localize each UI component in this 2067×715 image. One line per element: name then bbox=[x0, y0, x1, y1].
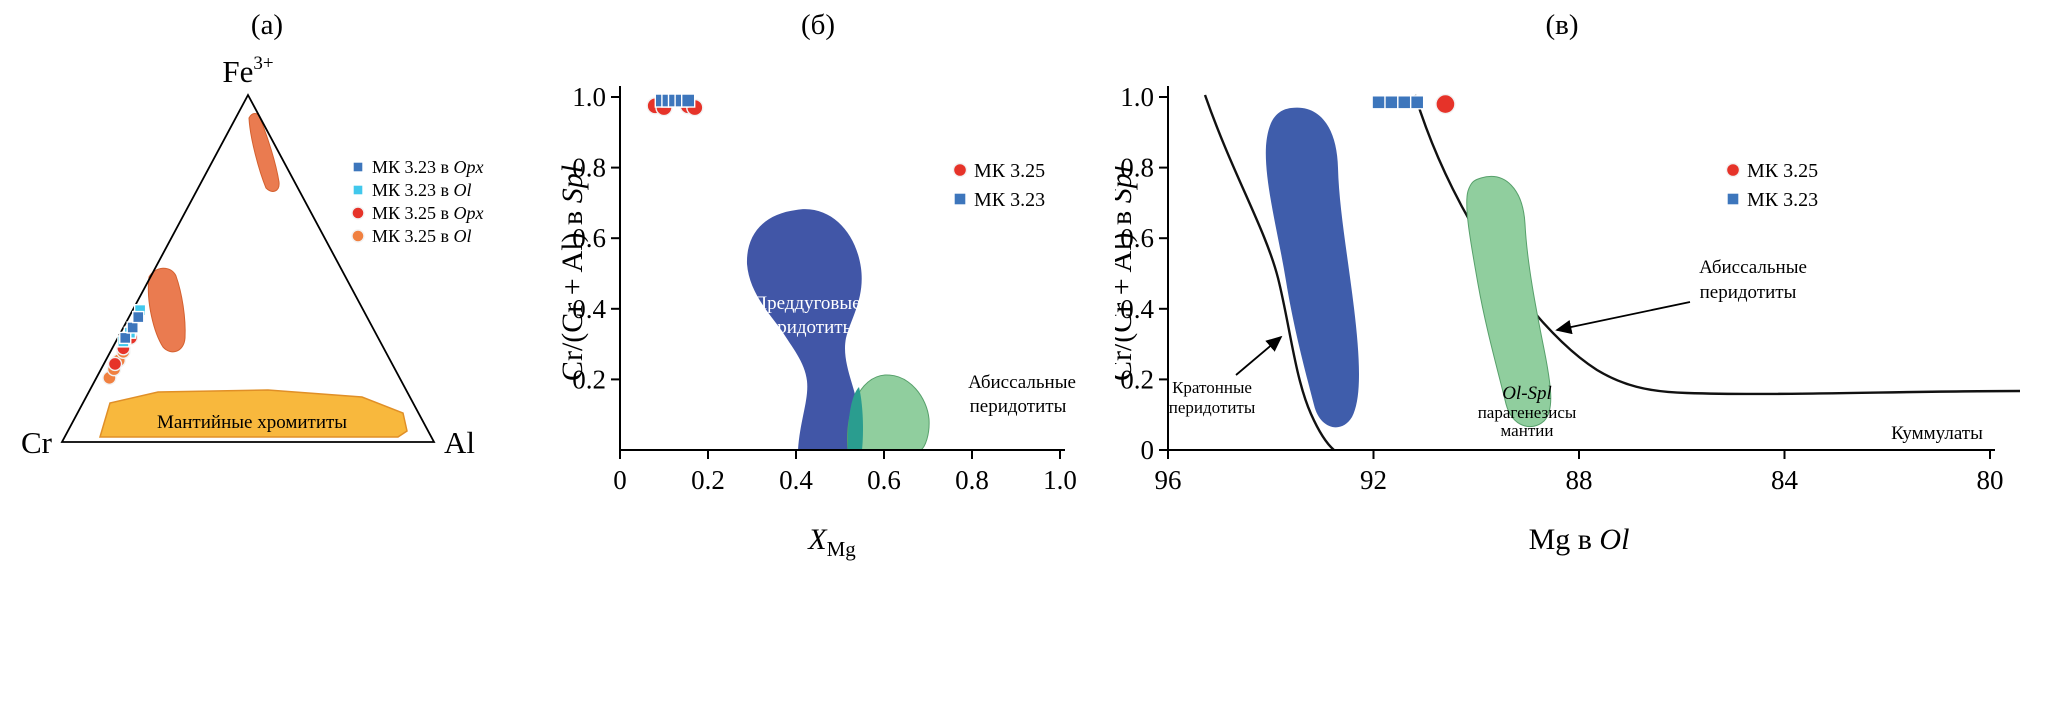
data-points-group-b bbox=[646, 93, 704, 117]
legend-marker bbox=[1726, 192, 1740, 206]
legend-label: МК 3.23 bbox=[974, 189, 1045, 211]
y-tick-label: 0 bbox=[1141, 435, 1155, 465]
x-tick-label: 0.4 bbox=[779, 465, 813, 495]
panel-b-title: (б) bbox=[801, 9, 835, 41]
field-cratonic-peridotites bbox=[1265, 107, 1359, 428]
legend-label: МК 3.25 bbox=[974, 160, 1045, 182]
data-point bbox=[126, 321, 139, 334]
field-mid-edge bbox=[147, 267, 186, 353]
vertex-al-label: Al bbox=[444, 425, 475, 460]
y-tick-label: 0.4 bbox=[1120, 294, 1154, 324]
y-tick-label: 1.0 bbox=[1120, 82, 1154, 112]
panel-a-title: (а) bbox=[251, 9, 283, 41]
y-axis-label-b: Cr/(Cr + Al) в Spl bbox=[560, 165, 589, 381]
data-points-group-v bbox=[1371, 93, 1456, 115]
x-tick-label: 1.0 bbox=[1043, 465, 1077, 495]
osma-right-curve bbox=[1413, 94, 2021, 396]
x-tick-label: 80 bbox=[1977, 465, 2004, 495]
data-point bbox=[1397, 95, 1412, 110]
data-point bbox=[107, 356, 123, 372]
legend-label: МК 3.25 в Opx bbox=[372, 203, 484, 223]
vertex-fe3-label: Fe3+ bbox=[222, 53, 273, 89]
y-tick-label: 0.6 bbox=[1120, 223, 1154, 253]
abyssal-label-line2: перидотиты bbox=[1700, 282, 1797, 303]
legend-a: МК 3.23 в Opx МК 3.23 в Ol МК 3.25 в Opx МК… bbox=[351, 157, 484, 246]
legend-v: МК 3.25 МК 3.23 bbox=[1725, 160, 1818, 211]
x-tick-label: 0.6 bbox=[867, 465, 901, 495]
legend-label: МК 3.25 bbox=[1747, 160, 1818, 182]
x-tick-label: 0.8 bbox=[955, 465, 989, 495]
olspl-label-line1: Ol-Spl bbox=[1502, 383, 1552, 404]
legend-marker bbox=[351, 206, 365, 220]
cumulates-label: Куммулаты bbox=[1891, 423, 1983, 444]
y-tick-label: 0.4 bbox=[572, 294, 606, 324]
x-tick-label: 0 bbox=[613, 465, 627, 495]
legend-marker bbox=[1725, 162, 1741, 178]
vertex-cr-label: Cr bbox=[21, 425, 53, 460]
cratonic-label-line2: перидотиты bbox=[1169, 398, 1256, 417]
x-tick-label: 88 bbox=[1566, 465, 1593, 495]
triangle-outline bbox=[60, 93, 436, 443]
panel-a-ternary: (а) Мантийные хромититы Fe3+ Cr Al МК 3.… bbox=[21, 9, 484, 460]
y-axis-label-v: Cr/(Cr + Al) в Spl bbox=[1115, 165, 1138, 381]
data-point bbox=[119, 331, 132, 345]
data-point bbox=[1371, 95, 1386, 110]
forearc-label-line2: перидотиты bbox=[759, 317, 856, 338]
legend-marker bbox=[953, 192, 967, 206]
y-tick-label: 0.2 bbox=[572, 364, 606, 394]
legend-label: МК 3.23 в Opx bbox=[372, 157, 484, 177]
axes-b: 0 0.2 0.4 0.6 0.8 1.0 0.2 0.4 0.6 0.8 1.0 bbox=[572, 82, 1077, 495]
cratonic-arrow bbox=[1235, 335, 1283, 376]
field-forearc-peridotites bbox=[746, 209, 862, 450]
field-mantle-chromitites bbox=[98, 389, 408, 438]
legend-marker bbox=[952, 162, 968, 178]
x-tick-label: 96 bbox=[1155, 465, 1182, 495]
abyssal-label-line1: Абиссальные bbox=[1699, 257, 1807, 278]
field-olspl-mantle bbox=[1466, 176, 1552, 428]
y-tick-label: 0.2 bbox=[1120, 364, 1154, 394]
legend-label: МК 3.23 в Ol bbox=[372, 180, 472, 200]
panel-v-plot: (в) 96 92 88 84 80 0 0.2 0.4 0.6 0.8 1.0 Кратонные… bbox=[1115, 9, 2021, 556]
osma-left-curve bbox=[1203, 94, 1335, 451]
legend-label: МК 3.25 в Ol bbox=[372, 226, 472, 246]
y-tick-label: 0.8 bbox=[572, 153, 606, 183]
olspl-label-line3: мантии bbox=[1501, 421, 1554, 440]
field-mantle-chromitites-label: Мантийные хромититы bbox=[157, 412, 347, 433]
data-point bbox=[132, 310, 145, 324]
y-tick-label: 0.8 bbox=[1120, 153, 1154, 183]
axes-v: 96 92 88 84 80 0 0.2 0.4 0.6 0.8 1.0 bbox=[1120, 82, 2003, 495]
olspl-label-line2: парагенезисы bbox=[1478, 403, 1577, 422]
abyssal-arrow bbox=[1555, 301, 1691, 335]
legend-label: МК 3.23 bbox=[1747, 189, 1818, 211]
forearc-label-line1: Преддуговые bbox=[753, 293, 860, 314]
y-tick-label: 1.0 bbox=[572, 82, 606, 112]
data-points-group-a bbox=[102, 303, 147, 386]
cratonic-label-line1: Кратонные bbox=[1172, 378, 1252, 397]
legend-b: МК 3.25 МК 3.23 bbox=[952, 160, 1045, 211]
y-tick-label: 0.6 bbox=[572, 223, 606, 253]
data-point bbox=[1384, 95, 1399, 110]
x-axis-label-v: Mg в Ol bbox=[1529, 523, 1630, 556]
field-overlap bbox=[847, 387, 863, 450]
legend-marker bbox=[352, 161, 364, 173]
abyssal-label-line1: Абиссальные bbox=[968, 372, 1076, 393]
x-tick-label: 84 bbox=[1771, 465, 1799, 495]
x-tick-label: 92 bbox=[1360, 465, 1387, 495]
panel-v-title: (в) bbox=[1545, 9, 1578, 41]
data-point bbox=[1409, 95, 1425, 110]
x-tick-label: 0.2 bbox=[691, 465, 725, 495]
data-point bbox=[680, 93, 696, 108]
legend-marker bbox=[351, 229, 365, 243]
abyssal-label-line2: перидотиты bbox=[970, 396, 1067, 417]
x-axis-label-b: XMg bbox=[807, 523, 856, 561]
panel-b-plot: (б) Преддуговые перидотиты Абиссальные п… bbox=[560, 9, 1077, 561]
legend-marker bbox=[352, 184, 364, 196]
data-point bbox=[1435, 93, 1456, 115]
